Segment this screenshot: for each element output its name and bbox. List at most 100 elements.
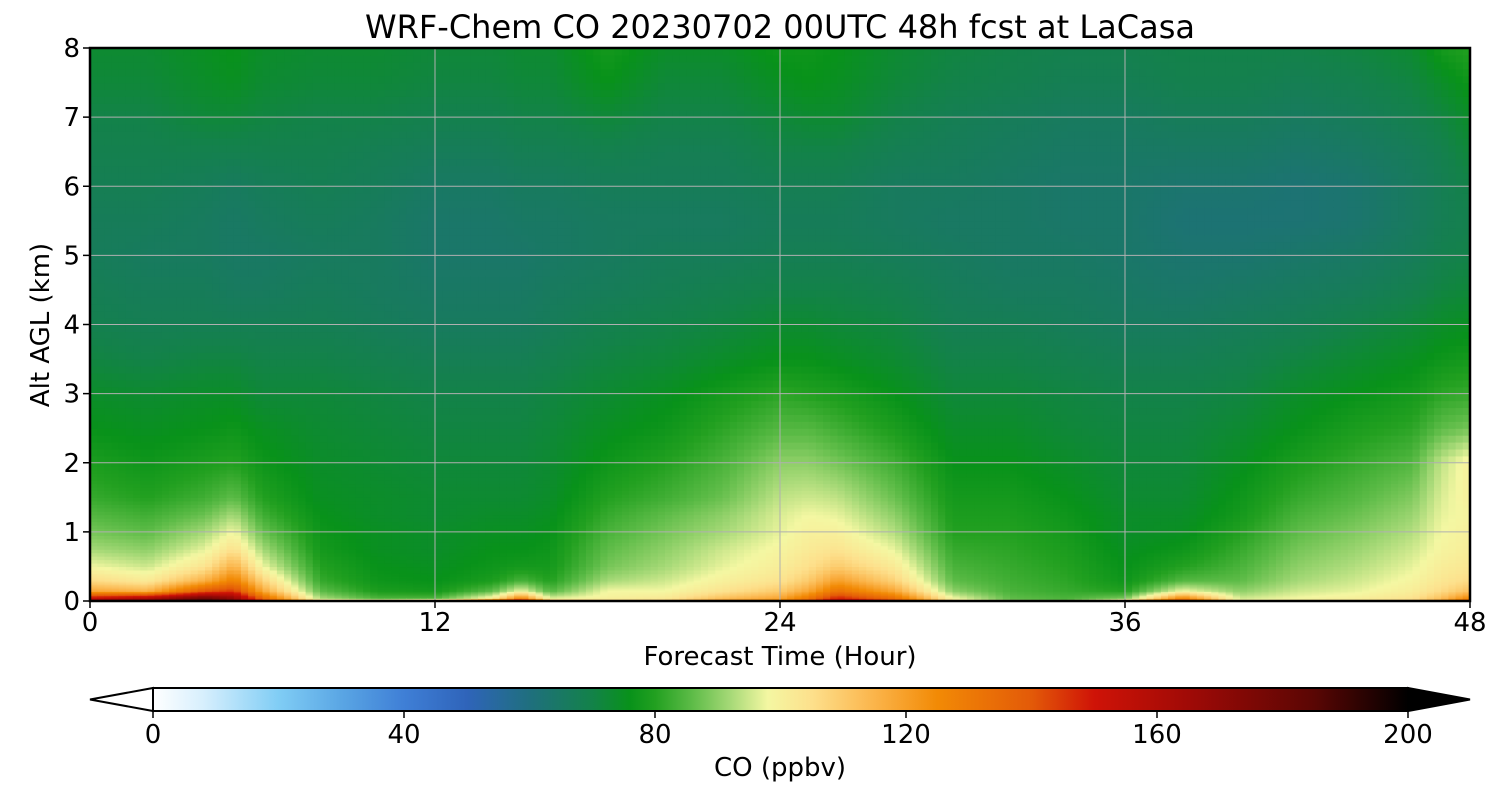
contour-cell (334, 428, 342, 436)
contour-cell (392, 407, 400, 415)
contour-cell (198, 255, 206, 263)
contour-cell (327, 290, 335, 298)
contour-cell (284, 414, 292, 422)
contour-cell (399, 483, 407, 487)
contour-cell (148, 428, 156, 436)
contour-cell (169, 421, 177, 429)
contour-cell (148, 401, 156, 409)
contour-cell (255, 76, 263, 84)
contour-cell (399, 207, 407, 215)
contour-cell (169, 387, 177, 395)
contour-cell (183, 131, 191, 139)
contour-cell (306, 394, 314, 402)
contour-cell (97, 103, 105, 111)
contour-cell (176, 522, 184, 526)
contour-cell (183, 442, 191, 450)
contour-cell (126, 255, 134, 263)
contour-cell (370, 124, 378, 132)
contour-cell (306, 152, 314, 160)
contour-cell (306, 407, 314, 415)
contour-cell (119, 228, 127, 236)
contour-cell (148, 269, 156, 277)
contour-cell (342, 304, 350, 312)
contour-cell (334, 235, 342, 243)
contour-cell (399, 145, 407, 153)
contour-cell (392, 172, 400, 180)
contour-cell (219, 563, 227, 567)
contour-cell (399, 89, 407, 97)
contour-cell (385, 394, 393, 402)
contour-cell (248, 152, 256, 160)
contour-cell (327, 96, 335, 104)
contour-cell (133, 76, 141, 84)
contour-cell (370, 290, 378, 298)
contour-cell (270, 55, 278, 63)
contour-cell (169, 172, 177, 180)
contour-cell (284, 221, 292, 229)
contour-cell (133, 494, 141, 498)
contour-cell (183, 546, 191, 550)
contour-cell (234, 172, 242, 180)
contour-cell (399, 159, 407, 167)
contour-cell (148, 152, 156, 160)
contour-cell (191, 283, 199, 291)
contour-cell (183, 494, 191, 498)
contour-cell (205, 359, 213, 367)
contour-cell (133, 145, 141, 153)
contour-cell (176, 304, 184, 312)
contour-cell (298, 380, 306, 388)
contour-cell (342, 442, 350, 450)
contour-cell (205, 549, 213, 553)
contour-cell (385, 546, 393, 550)
contour-cell (284, 345, 292, 353)
contour-cell (392, 494, 400, 498)
contour-cell (363, 110, 371, 118)
contour-cell (399, 387, 407, 395)
contour-cell (306, 110, 314, 118)
contour-cell (255, 473, 263, 477)
contour-cell (263, 103, 271, 111)
contour-cell (219, 207, 227, 215)
contour-cell (140, 200, 148, 208)
contour-cell (133, 483, 141, 487)
contour-cell (205, 200, 213, 208)
contour-cell (255, 549, 263, 553)
contour-cell (162, 69, 170, 77)
contour-cell (363, 290, 371, 298)
contour-cell (313, 442, 321, 450)
contour-cell (241, 83, 249, 91)
contour-cell (255, 373, 263, 381)
contour-cell (291, 200, 299, 208)
contour-cell (133, 152, 141, 160)
contour-cell (284, 466, 292, 470)
contour-cell (334, 449, 342, 457)
contour-cell (263, 435, 271, 443)
contour-cell (298, 228, 306, 236)
contour-cell (112, 483, 120, 487)
contour-cell (313, 394, 321, 402)
contour-cell (370, 179, 378, 187)
contour-cell (284, 463, 292, 467)
contour-cell (356, 494, 364, 498)
contour-cell (169, 83, 177, 91)
contour-cell (320, 55, 328, 63)
contour-cell (349, 490, 357, 494)
contour-cell (363, 421, 371, 429)
contour-cell (227, 76, 235, 84)
contour-cell (277, 110, 285, 118)
contour-cell (320, 221, 328, 229)
contour-cell (227, 380, 235, 388)
contour-cell (399, 522, 407, 526)
contour-cell (112, 442, 120, 450)
contour-cell (378, 228, 386, 236)
contour-cell (313, 297, 321, 305)
contour-cell (349, 207, 357, 215)
contour-cell (198, 359, 206, 367)
contour-cell (241, 304, 249, 312)
contour-cell (155, 304, 163, 312)
contour-cell (399, 248, 407, 256)
contour-cell (327, 352, 335, 360)
contour-cell (370, 518, 378, 522)
contour-cell (284, 331, 292, 339)
contour-cell (248, 546, 256, 550)
